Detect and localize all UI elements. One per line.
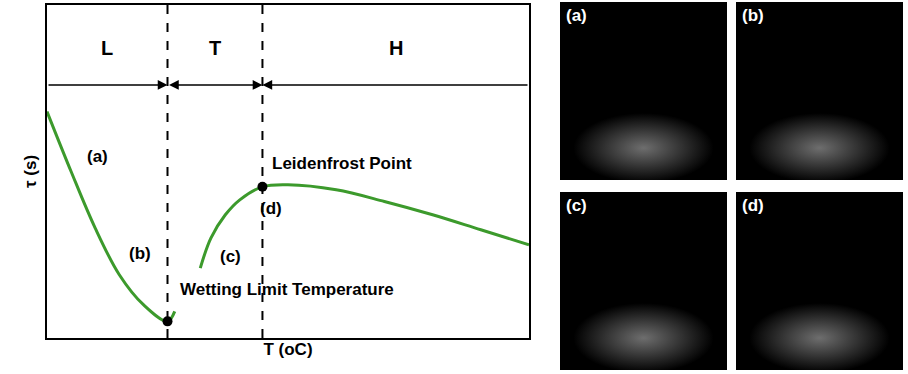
svg-text:τ (s): τ (s): [21, 155, 40, 188]
svg-text:(c): (c): [220, 247, 241, 266]
html-text:(d): (d): [742, 196, 764, 215]
svg-text:Leidenfrost Point: Leidenfrost Point: [272, 154, 412, 173]
html-text:(c): (c): [566, 196, 587, 215]
svg-text:(b): (b): [129, 244, 151, 263]
svg-text:H: H: [389, 37, 403, 59]
svg-text:(d): (d): [260, 199, 282, 218]
svg-text:L: L: [101, 37, 113, 59]
svg-text:T (oC): T (oC): [263, 340, 312, 359]
html-text:(a): (a): [566, 6, 587, 25]
svg-text:Wetting Limit Temperature: Wetting Limit Temperature: [180, 280, 394, 299]
svg-text:(a): (a): [87, 147, 108, 166]
svg-text:T: T: [209, 37, 221, 59]
html-text:(b): (b): [742, 6, 764, 25]
